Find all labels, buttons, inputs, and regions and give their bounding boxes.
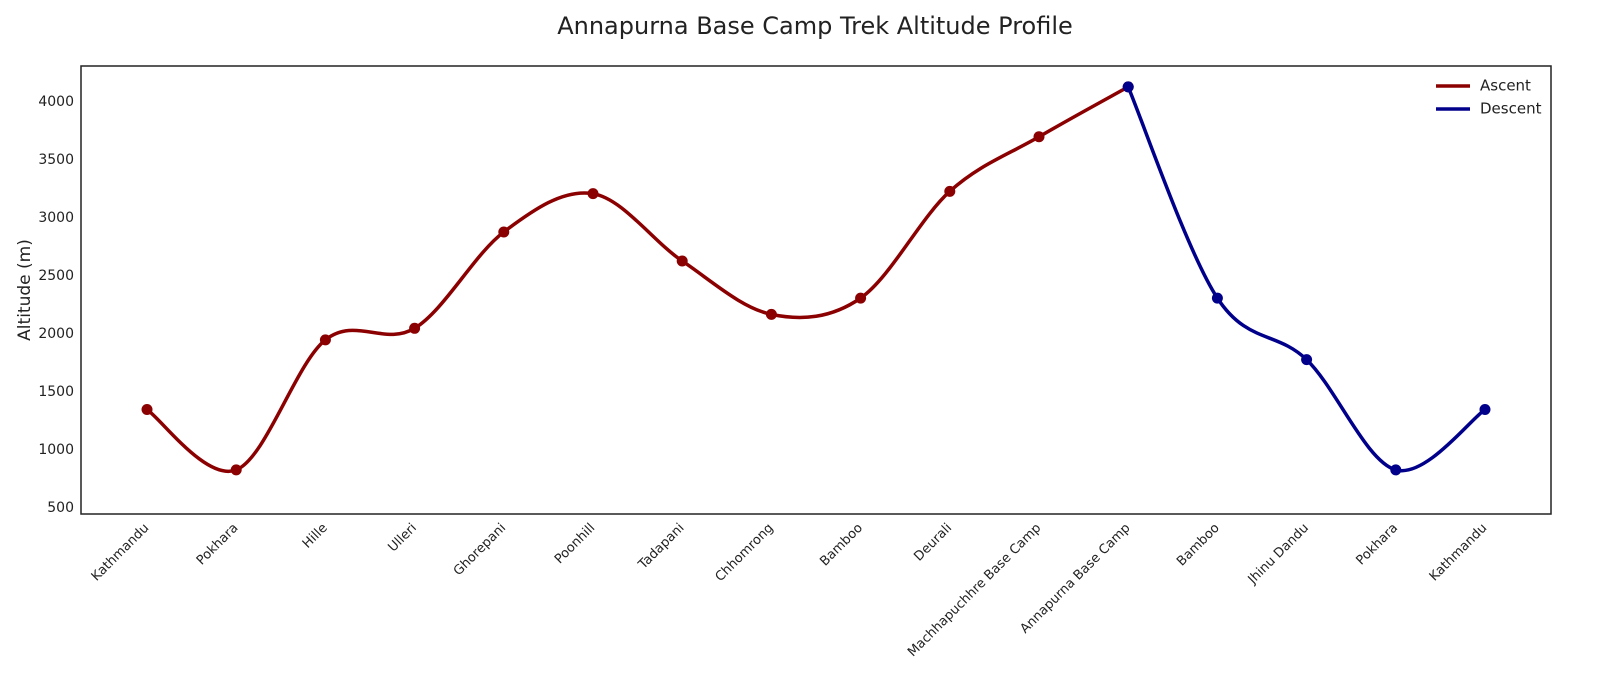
chart-title: Annapurna Base Camp Trek Altitude Profil… (557, 12, 1073, 40)
x-tick-label: Kathmandu (1427, 521, 1491, 585)
data-point (498, 226, 510, 238)
data-point (1033, 131, 1045, 143)
legend-label: Ascent (1480, 77, 1531, 95)
data-point (1479, 404, 1491, 416)
y-tick-label: 4000 (38, 94, 74, 110)
y-tick-label: 2000 (38, 326, 74, 342)
data-point (230, 464, 242, 476)
x-tick-label: Bamboo (817, 521, 866, 570)
line-series (1126, 86, 1487, 473)
data-point (676, 255, 688, 267)
x-tick-label: Ulleri (385, 521, 419, 555)
x-tick-label: Jhinu Dandu (1245, 521, 1312, 588)
data-point (141, 404, 153, 416)
line-series (145, 85, 1130, 474)
y-axis-label: Altitude (m) (15, 239, 35, 341)
y-tick-label: 1000 (38, 442, 74, 458)
x-tick-label: Chhomrong (713, 521, 777, 585)
data-point (1390, 464, 1402, 476)
x-tick-label: Pokhara (1353, 521, 1401, 569)
data-point (1122, 81, 1134, 93)
y-tick-label: 500 (47, 500, 74, 516)
x-tick-label: Deurali (911, 521, 955, 565)
y-tick-label: 3500 (38, 152, 74, 168)
x-tick-label: Bamboo (1174, 521, 1223, 570)
data-point (409, 322, 421, 334)
y-tick-label: 2500 (38, 268, 74, 284)
y-tick-label: 3000 (38, 210, 74, 226)
legend-label: Descent (1480, 100, 1542, 118)
data-point (765, 308, 777, 320)
y-tick-label: 1500 (38, 384, 74, 400)
x-tick-label: Kathmandu (89, 521, 153, 585)
data-point (587, 188, 599, 200)
data-point (1301, 354, 1313, 366)
data-point (1211, 292, 1223, 304)
data-point (319, 334, 331, 346)
x-tick-label: Hille (300, 521, 331, 552)
x-tick-label: Poonhill (552, 521, 598, 567)
x-tick-label: Tadapani (635, 521, 687, 573)
plot-frame (80, 65, 1552, 515)
data-point (855, 292, 867, 304)
x-tick-label: Ghorepani (451, 521, 509, 579)
data-point (944, 185, 956, 197)
x-tick-label: Pokhara (194, 521, 242, 569)
